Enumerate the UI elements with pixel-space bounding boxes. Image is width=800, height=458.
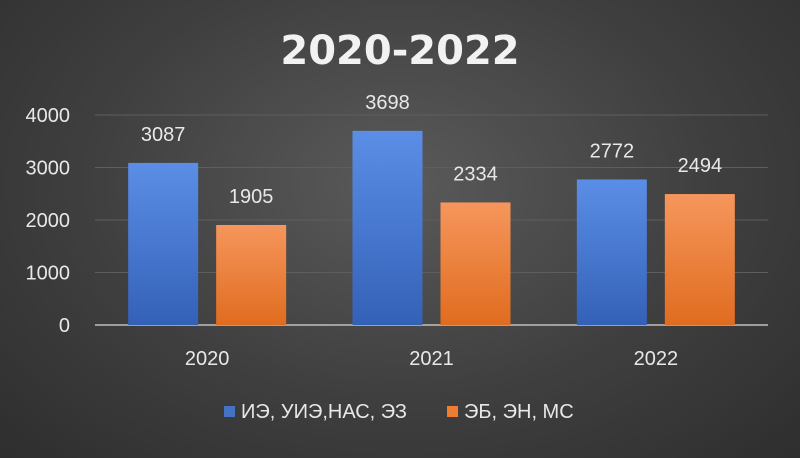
chart-title: 2020-2022 (280, 28, 519, 74)
data-label: 3698 (365, 92, 410, 114)
data-label: 2334 (453, 163, 498, 185)
y-tick-label: 4000 (26, 105, 71, 127)
data-label: 2772 (590, 140, 635, 162)
data-label: 3087 (141, 124, 186, 146)
bar-2020-series-2 (216, 224, 287, 325)
x-category-label: 2022 (634, 348, 679, 370)
data-label: 2494 (678, 155, 723, 177)
bars (128, 130, 735, 325)
y-tick-label: 0 (59, 315, 70, 337)
data-label: 1905 (229, 186, 274, 208)
legend-label: ЭБ, ЭН, МС (464, 401, 574, 423)
legend-swatch (447, 406, 459, 417)
bar-2022-series-2 (664, 194, 735, 325)
y-axis-ticks: 0 1000 2000 3000 4000 (26, 105, 71, 337)
gridlines (95, 114, 768, 326)
bar-2021-series-2 (440, 202, 511, 325)
bar-2020-series-1 (128, 162, 199, 325)
x-category-label: 2020 (185, 348, 230, 370)
x-axis-categories: 2020 2021 2022 (185, 348, 678, 370)
bar-2021-series-1 (352, 130, 423, 325)
y-tick-label: 1000 (26, 263, 71, 285)
y-tick-label: 3000 (26, 158, 71, 180)
y-tick-label: 2000 (26, 210, 71, 232)
legend: ИЭ, УИЭ,НАС, ЭЗ ЭБ, ЭН, МС (224, 401, 574, 423)
bar-2022-series-1 (576, 179, 647, 325)
legend-swatch (224, 406, 235, 417)
data-labels: 3087 1905 3698 2334 2772 2494 (141, 92, 722, 208)
x-category-label: 2021 (409, 348, 454, 370)
legend-label: ИЭ, УИЭ,НАС, ЭЗ (241, 401, 407, 423)
